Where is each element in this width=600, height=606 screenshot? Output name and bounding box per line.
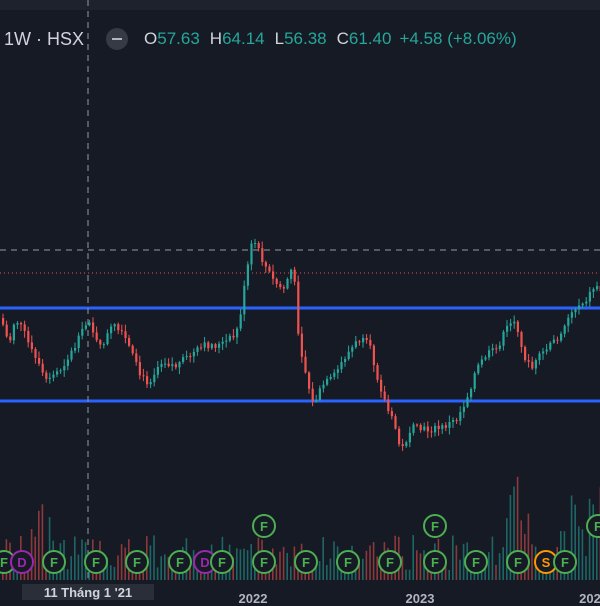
- earnings-event-marker[interactable]: F: [337, 551, 359, 573]
- svg-text:F: F: [431, 555, 439, 570]
- svg-text:S: S: [542, 555, 551, 570]
- candlesticks: [2, 239, 600, 451]
- svg-text:F: F: [561, 555, 569, 570]
- earnings-event-marker[interactable]: F: [465, 551, 487, 573]
- svg-text:F: F: [92, 555, 100, 570]
- earnings-event-marker[interactable]: F: [253, 551, 275, 573]
- close-key: C: [337, 29, 349, 49]
- year-label-2024: 202: [579, 591, 600, 606]
- high-value: 64.14: [222, 29, 265, 49]
- dividend-event-marker[interactable]: D: [11, 551, 33, 573]
- low-key: L: [275, 29, 284, 49]
- earnings-event-marker[interactable]: F: [295, 551, 317, 573]
- svg-text:F: F: [260, 519, 268, 534]
- earnings-event-marker[interactable]: F: [253, 515, 275, 537]
- svg-text:F: F: [302, 555, 310, 570]
- earnings-event-marker[interactable]: F: [554, 551, 576, 573]
- svg-text:F: F: [218, 555, 226, 570]
- symbol-interval-label[interactable]: 1W · HSX: [4, 29, 84, 50]
- earnings-event-marker[interactable]: F: [379, 551, 401, 573]
- change-value: +4.58 (+8.06%): [399, 29, 516, 49]
- minus-icon: [112, 38, 122, 40]
- year-label-2023: 2023: [406, 591, 435, 606]
- svg-text:F: F: [260, 555, 268, 570]
- earnings-event-marker[interactable]: F: [424, 551, 446, 573]
- earnings-event-marker[interactable]: F: [587, 515, 600, 537]
- earnings-event-marker[interactable]: F: [85, 551, 107, 573]
- earnings-event-marker[interactable]: F: [507, 551, 529, 573]
- open-key: O: [144, 29, 157, 49]
- svg-text:F: F: [133, 555, 141, 570]
- svg-text:F: F: [50, 555, 58, 570]
- svg-text:F: F: [176, 555, 184, 570]
- low-value: 56.38: [284, 29, 327, 49]
- close-value: 61.40: [349, 29, 392, 49]
- svg-text:F: F: [594, 519, 600, 534]
- earnings-event-marker[interactable]: F: [211, 551, 233, 573]
- svg-text:F: F: [514, 555, 522, 570]
- collapse-legend-button[interactable]: [106, 28, 128, 50]
- svg-text:F: F: [0, 555, 8, 570]
- svg-text:D: D: [17, 555, 26, 570]
- open-value: 57.63: [157, 29, 200, 49]
- time-axis[interactable]: 11 Tháng 1 '21 2022 2023 202: [0, 580, 600, 600]
- earnings-event-marker[interactable]: F: [126, 551, 148, 573]
- high-key: H: [210, 29, 222, 49]
- earnings-event-marker[interactable]: F: [43, 551, 65, 573]
- svg-text:F: F: [431, 519, 439, 534]
- crosshair-date-label: 11 Tháng 1 '21: [22, 584, 154, 600]
- year-label-2022: 2022: [239, 591, 268, 606]
- svg-text:F: F: [386, 555, 394, 570]
- earnings-event-marker[interactable]: F: [169, 551, 191, 573]
- earnings-event-marker[interactable]: F: [424, 515, 446, 537]
- svg-text:D: D: [200, 555, 209, 570]
- svg-text:F: F: [344, 555, 352, 570]
- top-toolbar-edge: [0, 0, 600, 10]
- svg-text:F: F: [472, 555, 480, 570]
